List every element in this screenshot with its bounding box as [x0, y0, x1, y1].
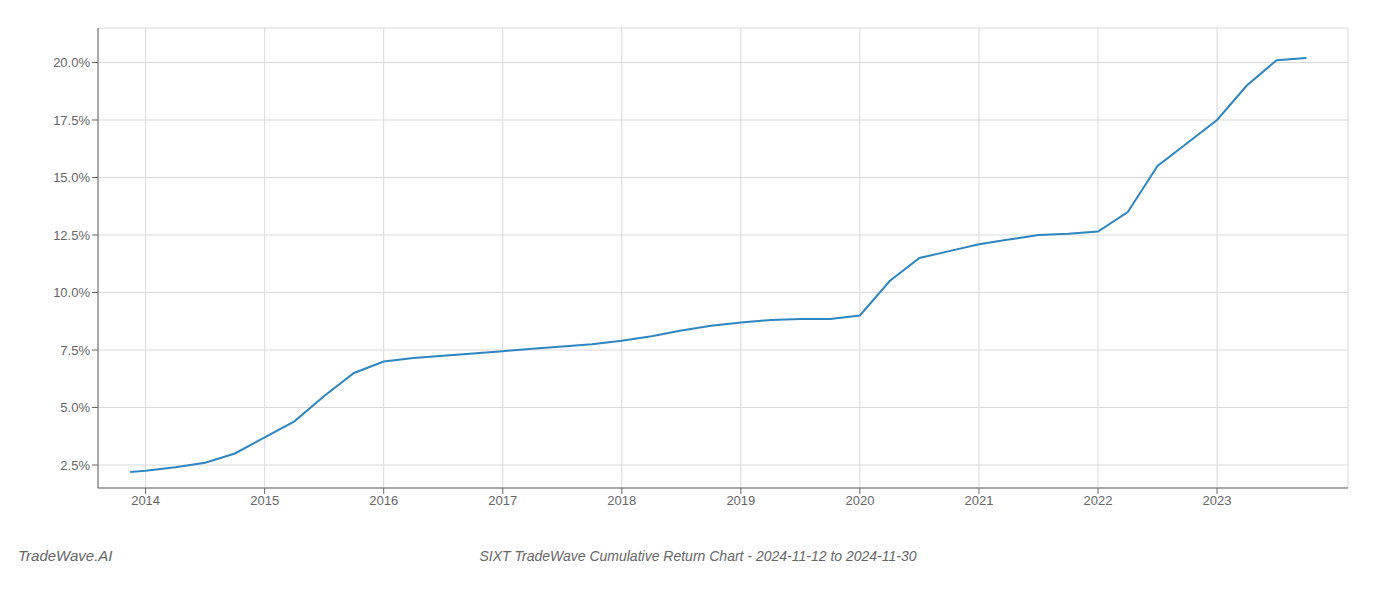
svg-text:15.0%: 15.0%: [53, 170, 90, 185]
svg-text:2014: 2014: [131, 493, 160, 508]
svg-text:2021: 2021: [964, 493, 993, 508]
svg-text:17.5%: 17.5%: [53, 113, 90, 128]
svg-text:20.0%: 20.0%: [53, 55, 90, 70]
svg-text:2016: 2016: [369, 493, 398, 508]
svg-text:12.5%: 12.5%: [53, 228, 90, 243]
svg-text:5.0%: 5.0%: [60, 400, 90, 415]
svg-text:2020: 2020: [845, 493, 874, 508]
svg-text:2023: 2023: [1203, 493, 1232, 508]
svg-text:2015: 2015: [250, 493, 279, 508]
svg-text:2019: 2019: [726, 493, 755, 508]
svg-text:2.5%: 2.5%: [60, 458, 90, 473]
svg-text:2022: 2022: [1084, 493, 1113, 508]
html-text:TradeWave.AI: TradeWave.AI: [18, 547, 113, 564]
svg-text:2018: 2018: [607, 493, 636, 508]
svg-text:2017: 2017: [488, 493, 517, 508]
svg-text:7.5%: 7.5%: [60, 343, 90, 358]
html-text:SIXT TradeWave Cumulative Retu: SIXT TradeWave Cumulative Return Chart -…: [479, 548, 917, 564]
svg-text:10.0%: 10.0%: [53, 285, 90, 300]
